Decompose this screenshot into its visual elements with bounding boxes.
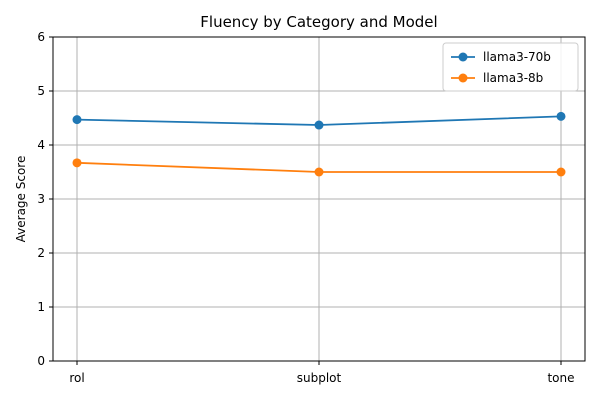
y-tick-label: 1 (37, 300, 45, 314)
legend-label: llama3-8b (483, 71, 543, 85)
y-tick-label: 0 (37, 354, 45, 368)
legend-marker (458, 52, 468, 62)
data-point (314, 167, 324, 177)
x-tick-label: rol (69, 371, 84, 385)
legend-marker (458, 73, 468, 83)
y-tick-label: 2 (37, 246, 45, 260)
data-point (556, 111, 566, 121)
data-point (72, 158, 82, 168)
legend: llama3-70b llama3-8b (442, 42, 579, 92)
series-layer (72, 111, 566, 177)
y-tick-label: 4 (37, 138, 45, 152)
y-tick-label: 3 (37, 192, 45, 206)
y-tick-label: 6 (37, 30, 45, 44)
legend-box (442, 42, 579, 92)
x-tick-label: subplot (297, 371, 342, 385)
y-tick-label: 5 (37, 84, 45, 98)
chart-title: Fluency by Category and Model (200, 13, 437, 31)
x-tick-label: tone (547, 371, 574, 385)
axis-ticks: rol subplot tone 0 1 2 3 4 5 6 (37, 30, 574, 385)
legend-label: llama3-70b (483, 50, 551, 64)
y-axis-label: Average Score (14, 156, 28, 243)
data-point (72, 115, 82, 125)
data-point (556, 167, 566, 177)
data-point (314, 120, 324, 130)
